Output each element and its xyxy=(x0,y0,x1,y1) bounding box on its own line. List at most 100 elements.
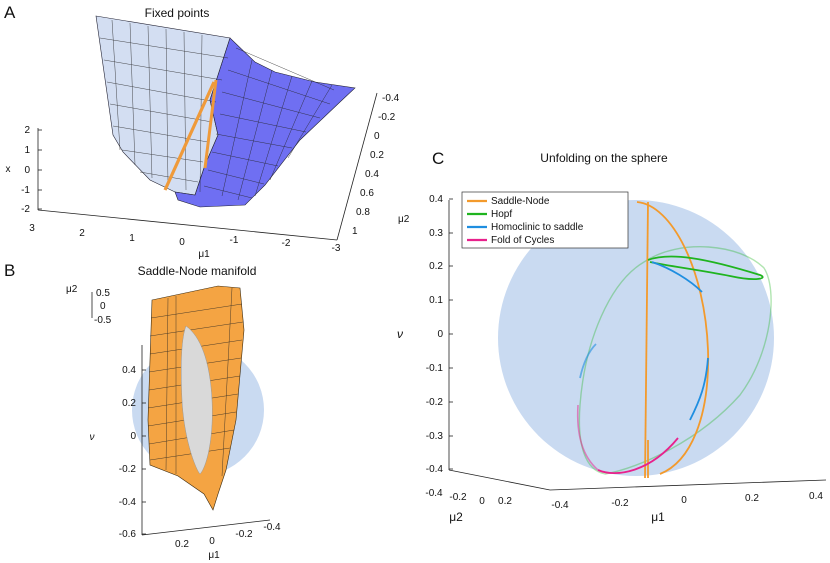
saddle-node-curve-left xyxy=(644,201,649,479)
panel-a-z-tick: 1 xyxy=(24,145,30,156)
panel-c-x-tick: -0.4 xyxy=(551,500,569,511)
panel-a-fold-curve-left xyxy=(163,81,216,191)
panel-c-z-tick: 0.2 xyxy=(429,261,443,272)
panel-a-x-tick: -3 xyxy=(332,243,341,254)
panel-c-z-tick: 0.4 xyxy=(429,194,443,205)
panel-b: B Saddle-Node manifold μ2 0.5 0 -0.5 0.4… xyxy=(4,261,281,561)
panel-a-y-tick: 0.8 xyxy=(356,207,370,218)
panel-b-x-tick: -0.4 xyxy=(263,522,281,533)
fold-of-cycles-curve xyxy=(597,437,679,474)
homoclinic-curve-left xyxy=(579,343,597,379)
legend-label-fold-of-cycles: Fold of Cycles xyxy=(491,235,554,246)
panel-a-x-tick: -1 xyxy=(230,235,239,246)
panel-a-title: Fixed points xyxy=(145,6,210,20)
panel-c-x-tick: -0.2 xyxy=(611,498,629,509)
panel-b-y-tick: -0.5 xyxy=(94,315,112,326)
panel-a-z-label: x xyxy=(6,164,11,175)
panel-a-y-ticks: -0.4 -0.2 0 0.2 0.4 0.6 0.8 1 xyxy=(352,93,400,237)
legend-label-hopf: Hopf xyxy=(491,209,512,220)
panel-a-x-tick: 1 xyxy=(129,233,135,244)
panel-b-x-tick: 0.2 xyxy=(175,539,189,550)
panel-a-y-tick: 0.2 xyxy=(370,150,384,161)
panel-a-z-tick: -1 xyxy=(21,185,30,196)
panel-c-z-tick: 0.1 xyxy=(429,295,443,306)
panel-a-x-ticks: 3 2 1 0 -1 -2 -3 xyxy=(29,223,341,254)
panel-c-y-tick: 0.2 xyxy=(498,496,512,507)
panel-a-fold-curve-right xyxy=(203,79,218,169)
panel-a-x-tick: 3 xyxy=(29,223,35,234)
panel-a-y-tick: -0.4 xyxy=(382,93,400,104)
legend-label-homoclinic: Homoclinic to saddle xyxy=(491,222,584,233)
panel-c-x-axis xyxy=(549,479,827,491)
panel-a-z-tick: 0 xyxy=(24,165,30,176)
panel-c-z-tick: -0.3 xyxy=(426,431,444,442)
panel-c-sphere xyxy=(498,200,774,476)
panel-a-z-tick: 2 xyxy=(24,125,30,136)
panel-a-x-label: μ1 xyxy=(198,249,210,260)
panel-c-y-tick: -0.4 xyxy=(425,488,443,499)
panel-c-legend: Saddle-Node Hopf Homoclinic to saddle Fo… xyxy=(461,191,629,249)
panel-a-z-ticks: 2 1 0 -1 -2 xyxy=(21,125,42,215)
panel-c-y-tick: -0.2 xyxy=(449,492,467,503)
panel-b-title: Saddle-Node manifold xyxy=(138,264,257,278)
panel-c-x-tick: 0.2 xyxy=(745,493,759,504)
panel-a-y-tick: 1 xyxy=(352,226,358,237)
panel-a-y-label: μ2 xyxy=(398,214,410,225)
panel-c-z-tick: -0.1 xyxy=(426,363,444,374)
legend-label-saddle-node: Saddle-Node xyxy=(491,196,550,207)
saddle-node-curve-right xyxy=(636,201,709,475)
panel-a-x-tick: -2 xyxy=(282,238,291,249)
panel-a-surface-dark xyxy=(174,37,356,208)
panel-c-z-tick: -0.4 xyxy=(426,464,444,475)
panel-c-x-ticks: -0.4 -0.2 0 0.2 0.4 xyxy=(551,491,823,511)
panel-c-y-ticks: -0.4 -0.2 0 0.2 xyxy=(425,488,512,507)
panel-b-z-tick: -0.2 xyxy=(119,464,137,475)
panel-c-z-label: ν xyxy=(397,327,403,341)
panel-c-z-ticks: 0.4 0.3 0.2 0.1 0 -0.1 -0.2 -0.3 -0.4 xyxy=(426,194,453,475)
homoclinic-curve-right xyxy=(689,357,709,421)
panel-a-y-axis xyxy=(336,92,378,241)
fold-of-cycles-curve-back xyxy=(576,404,599,471)
panel-b-x-tick: -0.2 xyxy=(235,529,253,540)
panel-a-surface-grid xyxy=(99,19,335,201)
hopf-curve xyxy=(647,255,764,281)
panel-b-y-tick: 0.5 xyxy=(96,288,110,299)
panel-b-letter: B xyxy=(4,261,15,280)
panel-a-y-tick: 0 xyxy=(374,131,380,142)
homoclinic-curve-top xyxy=(651,261,703,293)
panel-b-x-tick: 0 xyxy=(209,536,215,547)
panel-a-z-tick: -2 xyxy=(21,204,30,215)
panel-c-y-axis xyxy=(448,469,551,491)
panel-a-y-tick: -0.2 xyxy=(378,112,396,123)
panel-b-y-ticks: 0.5 0 -0.5 xyxy=(94,288,112,326)
panel-c-curves xyxy=(576,201,772,479)
panel-c-x-tick: 0.4 xyxy=(809,491,823,502)
panel-c-letter: C xyxy=(432,149,444,168)
panel-a-x-axis xyxy=(37,209,338,241)
panel-a: A Fixed points 2 1 0 xyxy=(4,3,410,260)
panel-c-z-tick: 0 xyxy=(437,329,443,340)
panel-a-x-tick: 2 xyxy=(79,228,85,239)
panel-b-y-label: μ2 xyxy=(66,284,78,295)
panel-c-title: Unfolding on the sphere xyxy=(540,151,668,165)
panel-b-y-tick: 0 xyxy=(100,301,106,312)
legend-box xyxy=(461,191,629,249)
panel-c-y-tick: 0 xyxy=(479,496,485,507)
panel-b-z-tick: 0.2 xyxy=(122,398,136,409)
panel-b-intersection xyxy=(180,325,213,475)
panel-b-z-label: ν xyxy=(90,432,95,443)
panel-c-x-tick: 0 xyxy=(681,495,687,506)
panel-a-y-tick: 0.4 xyxy=(365,169,379,180)
panel-b-x-label: μ1 xyxy=(208,550,220,561)
panel-a-letter: A xyxy=(4,3,16,22)
panel-c: C Unfolding on the sphere 0.4 0.3 0.2 0.… xyxy=(397,149,827,524)
panel-a-x-tick: 0 xyxy=(179,237,185,248)
panel-b-x-ticks: 0.2 0 -0.2 -0.4 xyxy=(175,522,281,550)
panel-b-z-tick: -0.4 xyxy=(119,497,137,508)
panel-b-z-tick: 0 xyxy=(130,431,136,442)
panel-b-z-tick: -0.6 xyxy=(119,529,137,540)
panel-b-z-ticks: 0.4 0.2 0 -0.2 -0.4 -0.6 xyxy=(119,365,146,540)
panel-c-x-label: μ1 xyxy=(651,510,665,524)
panel-a-y-tick: 0.6 xyxy=(360,188,374,199)
